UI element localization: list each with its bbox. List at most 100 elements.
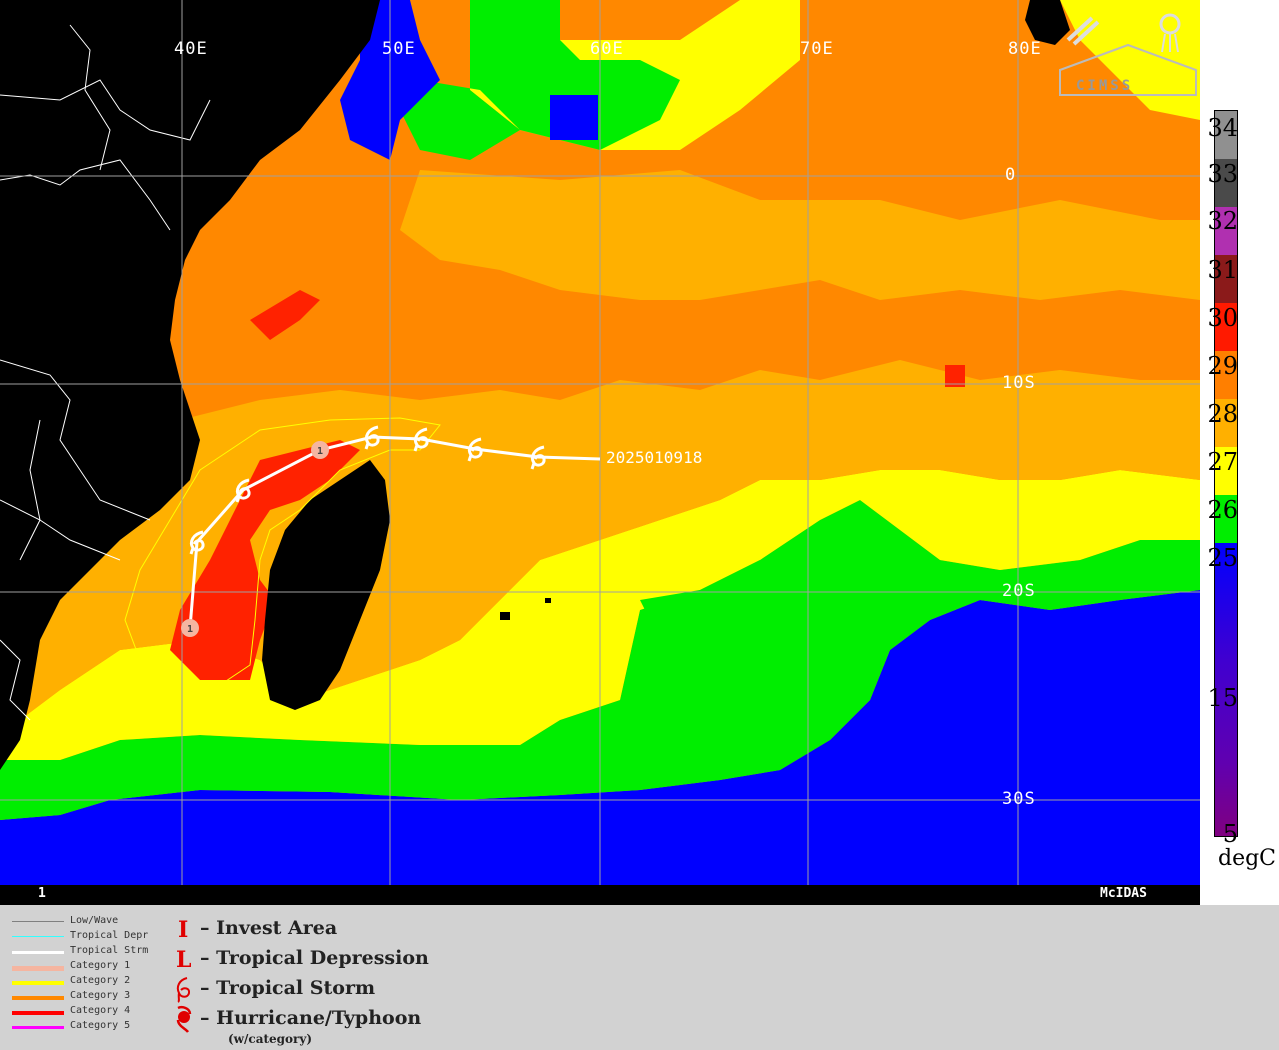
colorbar-label-33: 33 — [1207, 160, 1238, 188]
colorbar-label-25: 25 — [1207, 544, 1238, 572]
legend-category-note: (w/category) — [228, 1032, 313, 1046]
legend-symbol-invest-area: I – Invest Area — [170, 915, 430, 943]
legend-line-label: Tropical Depr — [70, 930, 149, 941]
colorbar-segment-28 — [1215, 399, 1237, 447]
colorbar-label-27: 27 — [1207, 448, 1238, 476]
legend-line-low-wave: Low/Wave — [12, 915, 182, 930]
legend-line-swatch — [12, 981, 64, 985]
legend-line-swatch — [12, 951, 64, 954]
legend-symbol-tropical-storm: – Tropical Storm — [170, 975, 430, 1003]
svg-text:L: L — [176, 947, 191, 973]
ocean-green-patch-north — [380, 0, 680, 160]
legend-line-label: Tropical Strm — [70, 945, 149, 956]
track-legend: Low/Wave Tropical Depr Tropical Strm Catego… — [0, 905, 1279, 1050]
ocean-cold-region-south — [0, 590, 1200, 885]
tropical-storm-marker-icon — [413, 427, 429, 452]
colorbar-label-28: 28 — [1207, 400, 1238, 428]
legend-line-swatch — [12, 936, 64, 937]
legend-line-swatch — [12, 1011, 64, 1015]
legend-symbol-label: – Invest Area — [200, 917, 338, 939]
frame-number: 1 — [38, 886, 46, 901]
tropical-depression-icon: L — [170, 945, 198, 973]
colorbar-segment-cold — [1215, 543, 1237, 836]
graticule — [0, 0, 1200, 885]
legend-symbol-label: – Hurricane/Typhoon — [200, 1007, 422, 1029]
colorbar-segment-30 — [1215, 303, 1237, 351]
invest-area-icon: I — [170, 915, 198, 943]
hurricane-marker-icon — [311, 441, 329, 459]
tropical-storm-marker-icon — [530, 445, 546, 470]
cimss-logo-text: CIMSS — [1076, 78, 1133, 94]
legend-line-swatch — [12, 966, 64, 971]
colorbar-label-5: 5 — [1222, 820, 1238, 848]
legend-line-swatch — [12, 1026, 64, 1029]
colorbar-label-26: 26 — [1207, 496, 1238, 524]
tropical-storm-marker-icon — [467, 437, 483, 462]
legend-line-category-2: Category 2 — [12, 975, 182, 990]
colorbar-label-31: 31 — [1207, 256, 1238, 284]
legend-line-category-3: Category 3 — [12, 990, 182, 1005]
legend-line-label: Category 2 — [70, 975, 131, 986]
colorbar-segment-32 — [1215, 207, 1237, 255]
sst-colorbar: 34 33 32 31 30 29 28 27 26 25 15 5 degC — [1200, 0, 1279, 905]
colorbar-segment-31 — [1215, 255, 1237, 303]
colorbar-segment-34 — [1215, 111, 1237, 159]
legend-line-label: Category 3 — [70, 990, 131, 1001]
legend-line-category-4: Category 4 — [12, 1005, 182, 1020]
madagascar-landmass — [262, 460, 390, 710]
sri-lanka-landmass — [1025, 0, 1070, 45]
legend-symbol-tropical-depression: L – Tropical Depression — [170, 945, 430, 973]
status-strip — [0, 885, 1200, 905]
island — [500, 612, 510, 620]
lat-label-0: 0 — [1005, 165, 1016, 185]
legend-line-swatch — [12, 921, 64, 922]
hurricane-icon — [170, 1005, 198, 1033]
ocean-hot-spot-east — [945, 365, 965, 387]
mozambique-channel-warm-region — [170, 440, 360, 680]
colorbar-segment-26 — [1215, 495, 1237, 543]
storm-track-markers: 11 — [181, 425, 546, 637]
mcidas-label: McIDAS — [1100, 886, 1147, 901]
colorbar-units: degC — [1218, 846, 1277, 871]
legend-line-category-1: Category 1 — [12, 960, 182, 975]
cimss-logo: CIMSS — [1059, 13, 1197, 96]
colorbar-segment-29 — [1215, 351, 1237, 399]
colorbar-label-29: 29 — [1207, 352, 1238, 380]
ocean-blue-spot-north — [550, 95, 598, 140]
lat-label-30s: 30S — [1002, 789, 1036, 809]
lon-label-40e: 40E — [174, 39, 208, 59]
lon-label-60e: 60E — [590, 39, 624, 59]
legend-symbol-label: – Tropical Storm — [200, 977, 376, 999]
tropical-storm-marker-icon — [235, 478, 251, 503]
legend-line-label: Category 5 — [70, 1020, 131, 1031]
tropical-storm-marker-icon — [364, 425, 380, 450]
colorbar-segment-27 — [1215, 447, 1237, 495]
island — [545, 598, 551, 603]
hurricane-category-label: 1 — [187, 624, 193, 635]
sst-map-canvas: 40E 50E 60E 70E 80E 0 10S 20S 30S 11 202… — [0, 0, 1200, 905]
legend-line-swatch — [12, 996, 64, 1000]
lon-label-70e: 70E — [800, 39, 834, 59]
legend-line-label: Low/Wave — [70, 915, 119, 926]
colorbar-label-32: 32 — [1207, 207, 1238, 235]
ocean-green-patch-east — [640, 560, 820, 640]
legend-symbol-label: – Tropical Depression — [200, 947, 429, 969]
colorbar-label-34: 34 — [1207, 114, 1238, 142]
track-end-datetime: 2025010918 — [606, 448, 702, 467]
colorbar-label-15: 15 — [1207, 684, 1238, 712]
africa-landmass — [0, 0, 380, 770]
hurricane-marker-icon — [181, 619, 199, 637]
legend-line-category-5: Category 5 — [12, 1020, 182, 1035]
colorbar-label-30: 30 — [1207, 304, 1238, 332]
country-borders — [0, 24, 211, 721]
legend-line-tropical-depr: Tropical Depr — [12, 930, 182, 945]
legend-line-label: Category 1 — [70, 960, 131, 971]
svg-text:I: I — [178, 917, 188, 943]
lon-label-80e: 80E — [1008, 39, 1042, 59]
tropical-storm-marker-icon — [189, 530, 205, 555]
legend-line-tropical-strm: Tropical Strm — [12, 945, 182, 960]
track-cone — [124, 417, 441, 686]
hurricane-category-label: 1 — [317, 446, 323, 457]
lat-label-10s: 10S — [1002, 373, 1036, 393]
